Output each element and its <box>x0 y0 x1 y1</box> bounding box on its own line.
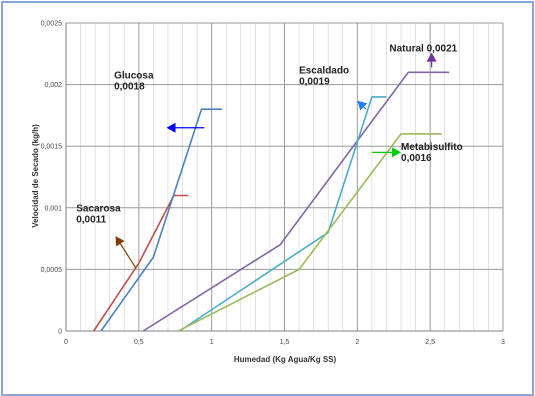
annotation-arrow-head <box>392 147 402 158</box>
annotation-text: Natural 0,0021 <box>389 43 457 54</box>
x-tick-label: 3 <box>501 339 505 346</box>
x-axis-label: Humedad (Kg Agua/Kg SS) <box>234 355 337 364</box>
series-line-1 <box>100 108 222 332</box>
annotation-text: 0,0011 <box>76 214 106 225</box>
y-axis-label: Velocidad de Secado (kg/h) <box>31 124 40 228</box>
series-line-2 <box>142 71 450 332</box>
series-line-0 <box>93 194 189 332</box>
annotation-text: Sacarosa <box>76 203 121 214</box>
annotation-text: 0,0018 <box>114 81 145 92</box>
x-tick-label: 1 <box>210 339 214 346</box>
x-tick-labels: 0 0,5 1 1,5 2 2,5 3 <box>64 339 505 346</box>
annotation-3: Natural 0,0021 <box>389 43 458 68</box>
series-line-4 <box>177 133 442 332</box>
annotation-text: Escaldado <box>299 66 349 77</box>
y-tick-label: 0,0015 <box>41 144 63 151</box>
annotation-arrow-head <box>426 52 437 62</box>
y-tick-label: 0 <box>58 329 62 336</box>
x-tick-label: 0 <box>64 339 68 346</box>
y-tick-labels: 0 0,0005 0,001 0,0015 0,002 0,0025 <box>41 21 63 336</box>
series-lines <box>93 71 450 332</box>
y-tick-label: 0,0025 <box>41 21 63 28</box>
x-tick-label: 2 <box>355 339 359 346</box>
grid-lines <box>65 22 504 332</box>
annotation-text: 0,0019 <box>299 77 330 88</box>
x-tick-label: 1,5 <box>280 339 290 346</box>
annotation-arrow-shaft <box>363 106 367 110</box>
y-tick-label: 0,001 <box>44 205 62 212</box>
annotation-arrow-head <box>115 236 125 247</box>
axes <box>65 23 503 332</box>
y-tick-label: 0,002 <box>44 82 62 89</box>
annotation-text: Glucosa <box>114 70 154 81</box>
series-line-3 <box>179 96 387 332</box>
annotation-text: Metabisulfito <box>401 142 463 153</box>
x-tick-label: 2,5 <box>425 339 435 346</box>
y-tick-label: 0,0005 <box>41 267 63 274</box>
annotations: Glucosa0,0018Sacarosa0,0011Escaldado0,00… <box>76 43 463 269</box>
annotation-text: 0,0016 <box>401 153 432 164</box>
annotation-arrow-head <box>166 122 176 133</box>
x-tick-label: 0,5 <box>134 339 144 346</box>
annotation-arrow-head <box>357 100 368 111</box>
annotation-arrow-shaft <box>119 243 137 269</box>
